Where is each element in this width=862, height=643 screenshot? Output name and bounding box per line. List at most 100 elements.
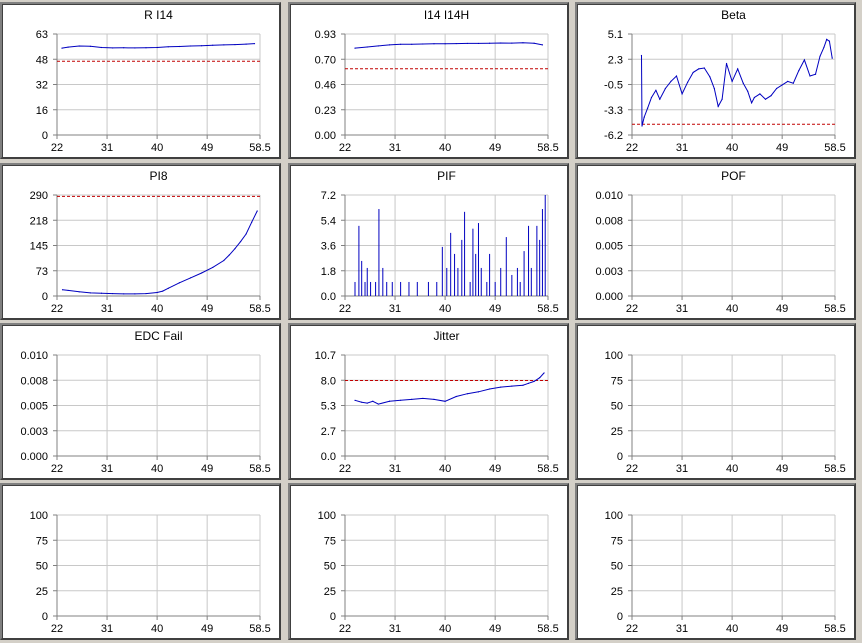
data-point — [803, 59, 806, 61]
x-tick-label: 22 — [626, 303, 638, 315]
data-point — [819, 55, 821, 57]
data-point — [67, 46, 69, 48]
x-tick-label: 49 — [776, 303, 788, 315]
data-point — [223, 259, 225, 262]
x-tick-label: 49 — [776, 142, 788, 154]
data-point — [100, 46, 103, 49]
chart-svg: EDC Fail 0.000 0.003 0.005 0.008 0.010 22 31 40 4… — [20, 329, 270, 475]
data-point — [641, 125, 643, 127]
chart-svg: 0 25 50 75 100 22 31 40 49 58.5 — [30, 510, 271, 635]
data-point — [541, 44, 544, 46]
x-tick-label: 58.5 — [824, 463, 845, 475]
x-tick-label: 40 — [151, 623, 163, 635]
x-tick-label: 40 — [151, 303, 163, 315]
y-tick-label: 5.3 — [321, 401, 336, 413]
y-tick-label: 75 — [611, 375, 623, 387]
x-tick-label: 22 — [51, 463, 63, 475]
chart-svg: 0 25 50 75 100 22 31 40 49 58.5 — [605, 510, 846, 635]
chart-title: I14 I14H — [424, 8, 469, 22]
data-point — [377, 45, 379, 47]
y-tick-label: 218 — [30, 215, 48, 227]
x-tick-label: 58.5 — [824, 303, 845, 315]
x-tick-label: 22 — [51, 303, 63, 315]
data-point — [466, 393, 468, 395]
data-point — [123, 47, 125, 49]
data-point — [703, 67, 705, 69]
data-point — [655, 89, 657, 91]
data-point — [354, 399, 356, 401]
y-tick-label: 0.005 — [20, 401, 48, 413]
data-point — [640, 54, 643, 57]
chart-svg: PIF 0.0 1.8 3.6 5.4 7.2 22 31 40 49 58.5 — [321, 169, 559, 315]
x-tick-label: 22 — [339, 463, 351, 475]
data-point — [256, 210, 258, 212]
data-point — [731, 80, 733, 82]
x-tick-label: 31 — [676, 463, 688, 475]
data-point — [422, 43, 424, 45]
data-point — [372, 400, 374, 402]
data-point — [664, 87, 666, 90]
y-tick-label: 75 — [36, 535, 48, 547]
x-tick-label: 31 — [676, 142, 688, 154]
y-tick-label: 73 — [36, 266, 48, 278]
chart-panel-2: I14 I14H 0.00 0.23 0.46 0.70 0.93 22 31 40 49 58.5 — [288, 2, 569, 159]
data-point — [212, 266, 214, 269]
data-point — [361, 401, 363, 403]
x-tick-label: 31 — [101, 142, 113, 154]
x-tick-label: 58.5 — [537, 303, 558, 315]
y-tick-label: 0.008 — [20, 375, 48, 387]
data-point — [511, 42, 513, 44]
x-tick-label: 58.5 — [537, 463, 558, 475]
data-point — [543, 372, 545, 374]
x-tick-label: 31 — [101, 303, 113, 315]
x-tick-label: 40 — [726, 463, 738, 475]
data-point — [687, 81, 689, 83]
data-point — [522, 42, 524, 44]
data-point — [234, 43, 236, 46]
chart-panel-7: EDC Fail 0.000 0.003 0.005 0.008 0.010 22 31 40 4… — [0, 323, 281, 480]
x-tick-label: 22 — [626, 623, 638, 635]
data-point — [388, 44, 391, 46]
y-tick-label: 2.3 — [608, 54, 623, 66]
data-point — [178, 282, 180, 284]
y-tick-label: 3.6 — [321, 241, 336, 253]
data-point — [134, 47, 136, 49]
data-point — [792, 82, 794, 84]
data-point — [156, 46, 158, 49]
x-tick-label: 31 — [389, 623, 401, 635]
y-tick-label: 32 — [36, 80, 48, 92]
x-tick-label: 22 — [339, 623, 351, 635]
data-point — [721, 98, 723, 100]
data-point — [145, 292, 147, 295]
data-point — [809, 75, 811, 77]
data-point — [444, 43, 446, 45]
data-point — [511, 385, 513, 387]
y-tick-label: 145 — [30, 241, 48, 253]
y-tick-label: 50 — [611, 401, 623, 413]
data-point — [489, 388, 491, 390]
chart-panel-6: POF 0.000 0.003 0.005 0.008 0.010 22 31 40 49 58.5 — [575, 163, 856, 320]
data-point — [61, 289, 64, 291]
data-point — [78, 291, 80, 293]
data-point — [245, 233, 247, 235]
x-tick-label: 58.5 — [824, 623, 845, 635]
y-tick-label: 0.0 — [321, 451, 336, 463]
y-tick-label: 100 — [605, 510, 623, 522]
series-line — [354, 372, 545, 405]
data-point — [444, 400, 446, 402]
x-tick-label: 31 — [101, 463, 113, 475]
x-tick-label: 22 — [626, 142, 638, 154]
y-tick-label: 0 — [42, 291, 48, 303]
y-tick-label: 75 — [324, 535, 336, 547]
data-point — [831, 57, 833, 59]
y-tick-label: 0 — [330, 611, 336, 623]
data-point — [709, 76, 711, 78]
y-tick-label: 0.008 — [595, 215, 623, 227]
data-point — [737, 68, 739, 70]
x-tick-label: 31 — [389, 463, 401, 475]
chart-panel-9: 0 25 50 75 100 22 31 40 49 58.5 — [575, 323, 856, 480]
data-point — [675, 75, 678, 77]
y-tick-label: 0 — [42, 130, 48, 142]
data-point — [67, 289, 69, 292]
y-tick-label: 0.000 — [20, 451, 48, 463]
